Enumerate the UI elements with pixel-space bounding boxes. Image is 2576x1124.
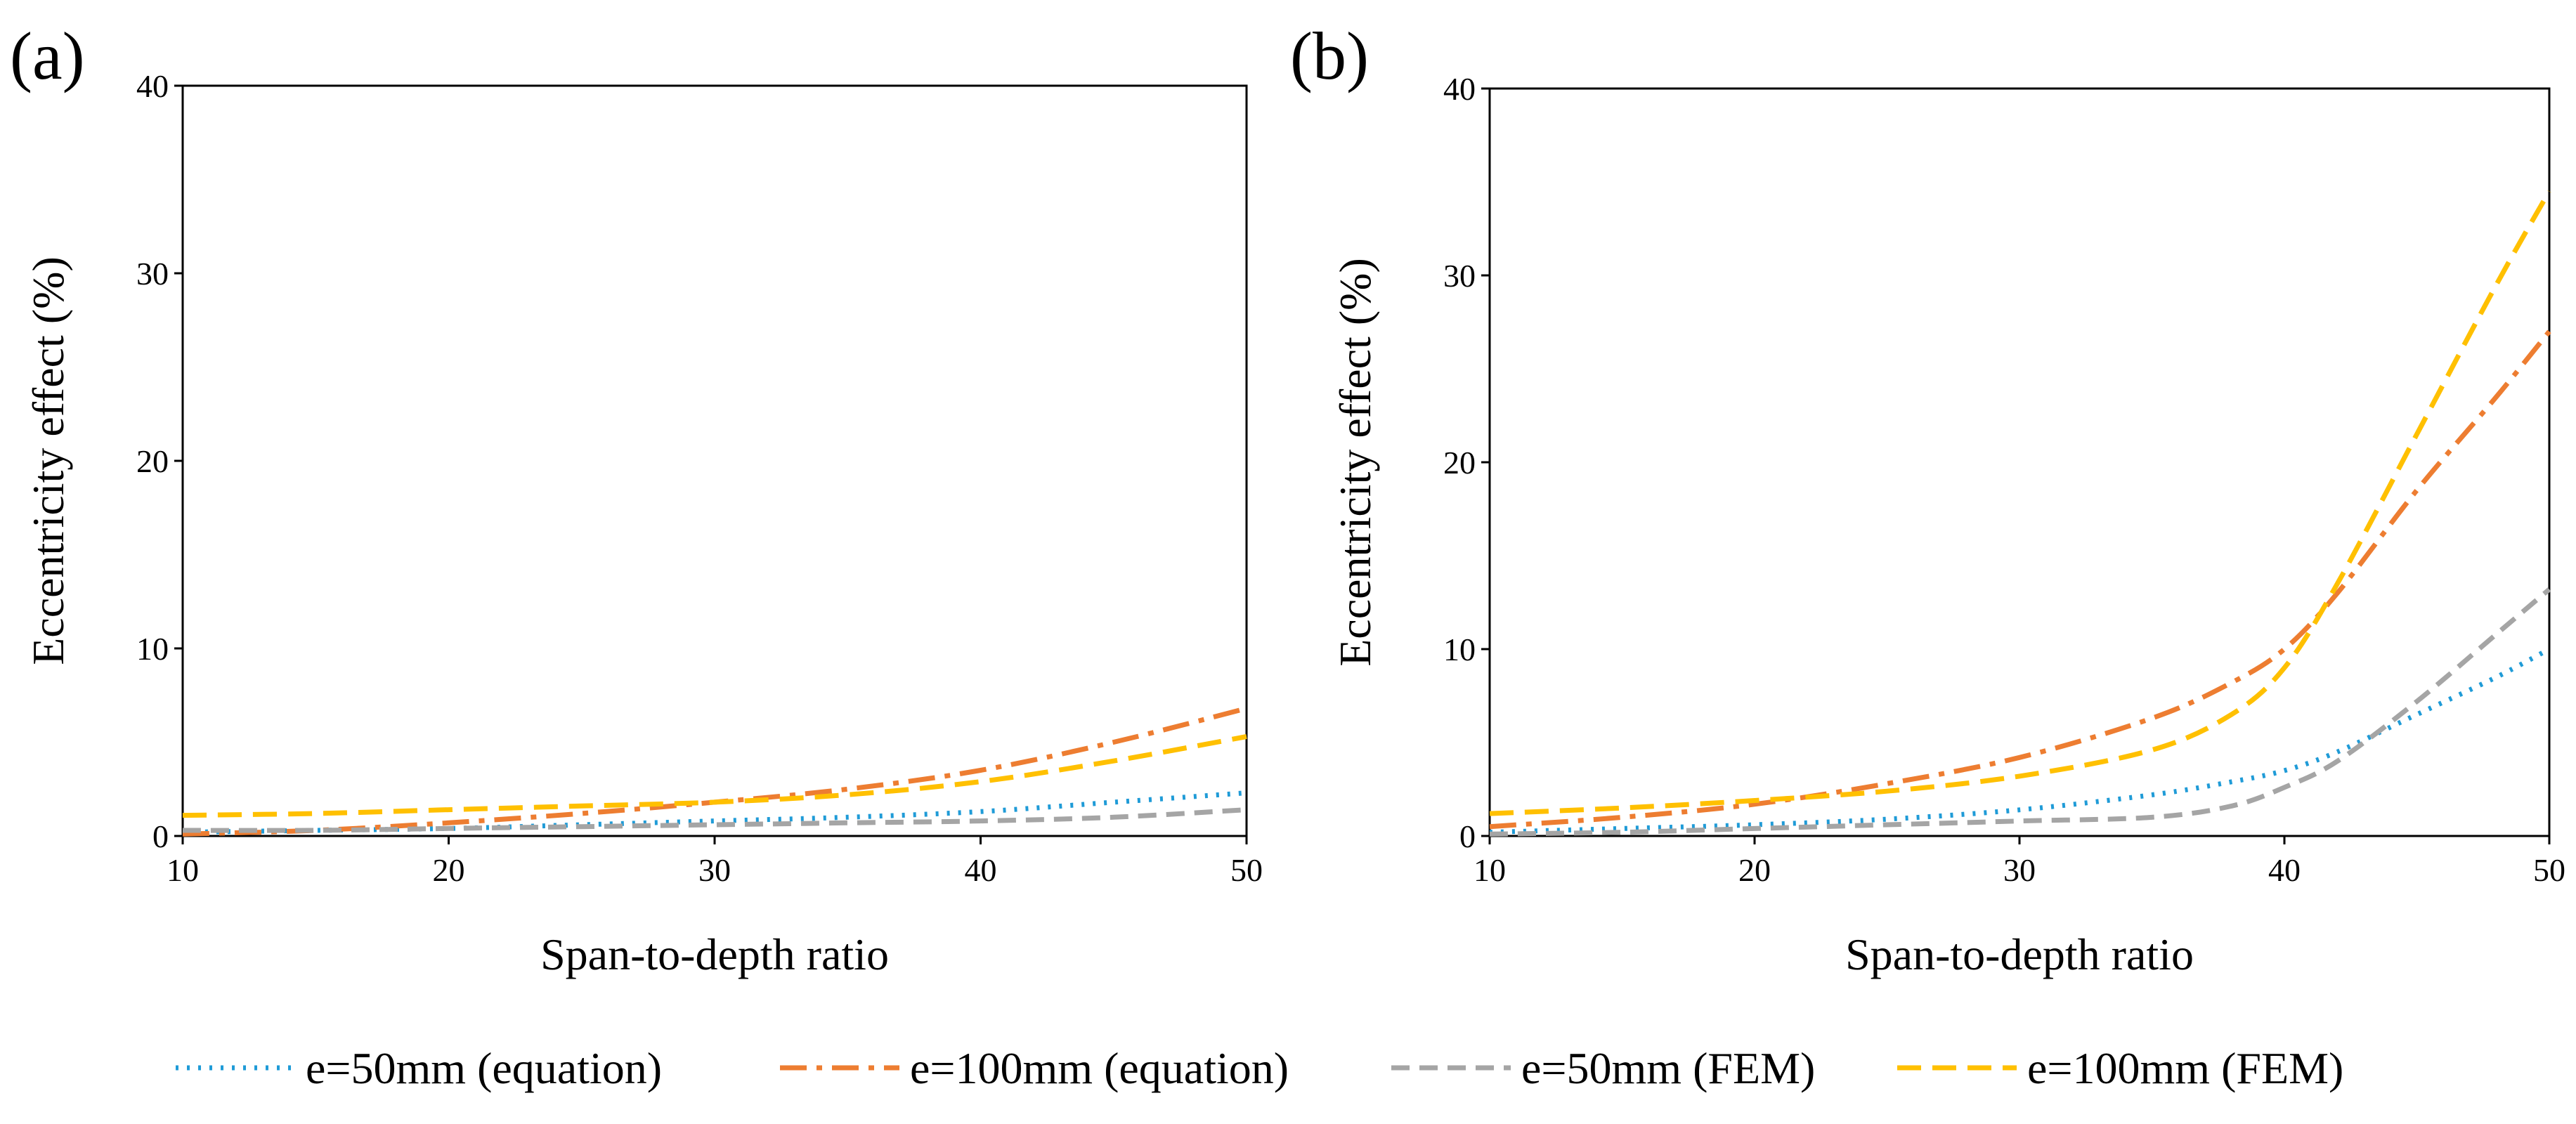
x-tick-label: 30 (2003, 852, 2036, 888)
y-tick-label: 10 (1443, 632, 1476, 667)
x-tick-label: 10 (1474, 852, 1506, 888)
series-line-2 (1489, 329, 2551, 830)
x-tick-label: 20 (1738, 852, 1771, 888)
y-tick-label: 20 (1443, 445, 1476, 481)
x-tick-label: 30 (698, 852, 731, 888)
x-axis-title: Span-to-depth ratio (540, 929, 889, 979)
y-tick-label: 10 (136, 631, 169, 667)
series-line-4 (182, 734, 1247, 818)
x-tick-label: 40 (2268, 852, 2301, 888)
y-tick-label: 40 (136, 68, 169, 104)
y-axis-title: Eccentricity effect (%) (1330, 258, 1380, 667)
y-tick-label: 20 (136, 443, 169, 479)
legend: e=50mm (equation) e=100mm (equation) e=50m… (176, 1043, 2343, 1093)
series-line-3 (182, 807, 1247, 833)
y-tick-label: 0 (1459, 818, 1476, 854)
series-line-3 (1489, 587, 2551, 837)
legend-label-4: e=100mm (FEM) (2027, 1043, 2343, 1093)
series-line-4 (1489, 190, 2552, 816)
y-tick-label: 30 (136, 256, 169, 292)
legend-label-3: e=50mm (FEM) (1521, 1043, 1815, 1093)
y-tick-label: 30 (1443, 258, 1476, 294)
x-tick-label: 50 (1230, 852, 1263, 888)
series-line-1 (1489, 646, 2551, 835)
panel-label: (a) (10, 18, 85, 93)
x-tick-label: 50 (2533, 852, 2565, 888)
x-tick-label: 10 (167, 852, 199, 888)
plot-frame (181, 84, 1248, 837)
panel-label: (b) (1290, 18, 1369, 93)
x-tick-label: 40 (965, 852, 997, 888)
legend-label-2: e=100mm (equation) (910, 1043, 1289, 1093)
plot-frame (1488, 87, 2551, 837)
y-axis-title: Eccentricity effect (%) (23, 256, 73, 665)
x-axis-title: Span-to-depth ratio (1845, 929, 2194, 979)
x-tick-label: 20 (433, 852, 465, 888)
y-tick-label: 40 (1443, 71, 1476, 107)
y-tick-label: 0 (152, 818, 169, 854)
series-line-1 (182, 790, 1247, 835)
legend-label-1: e=50mm (equation) (306, 1043, 662, 1093)
